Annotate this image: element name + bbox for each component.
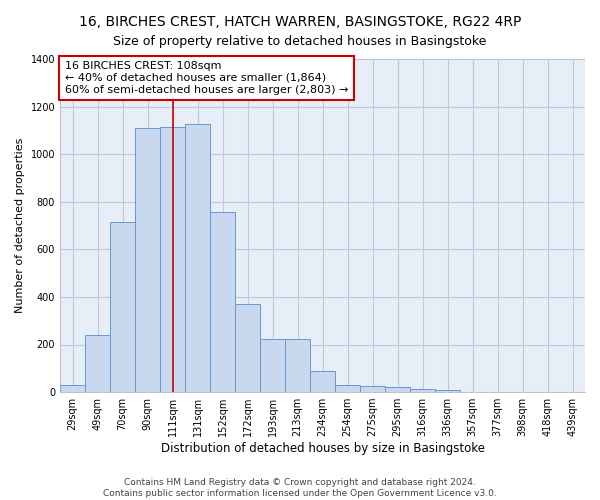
Bar — [235, 304, 260, 392]
Bar — [310, 370, 335, 392]
X-axis label: Distribution of detached houses by size in Basingstoke: Distribution of detached houses by size … — [161, 442, 485, 455]
Text: Contains HM Land Registry data © Crown copyright and database right 2024.
Contai: Contains HM Land Registry data © Crown c… — [103, 478, 497, 498]
Bar — [185, 124, 210, 392]
Bar — [335, 385, 360, 392]
Bar — [110, 222, 135, 392]
Bar — [410, 388, 435, 392]
Text: 16 BIRCHES CREST: 108sqm
← 40% of detached houses are smaller (1,864)
60% of sem: 16 BIRCHES CREST: 108sqm ← 40% of detach… — [65, 62, 349, 94]
Bar — [135, 128, 160, 392]
Bar — [285, 338, 310, 392]
Bar — [385, 388, 410, 392]
Text: Size of property relative to detached houses in Basingstoke: Size of property relative to detached ho… — [113, 35, 487, 48]
Text: 16, BIRCHES CREST, HATCH WARREN, BASINGSTOKE, RG22 4RP: 16, BIRCHES CREST, HATCH WARREN, BASINGS… — [79, 15, 521, 29]
Bar — [60, 385, 85, 392]
Bar — [85, 335, 110, 392]
Bar — [260, 338, 285, 392]
Bar — [360, 386, 385, 392]
Bar — [210, 212, 235, 392]
Bar — [435, 390, 460, 392]
Bar — [160, 127, 185, 392]
Y-axis label: Number of detached properties: Number of detached properties — [15, 138, 25, 313]
